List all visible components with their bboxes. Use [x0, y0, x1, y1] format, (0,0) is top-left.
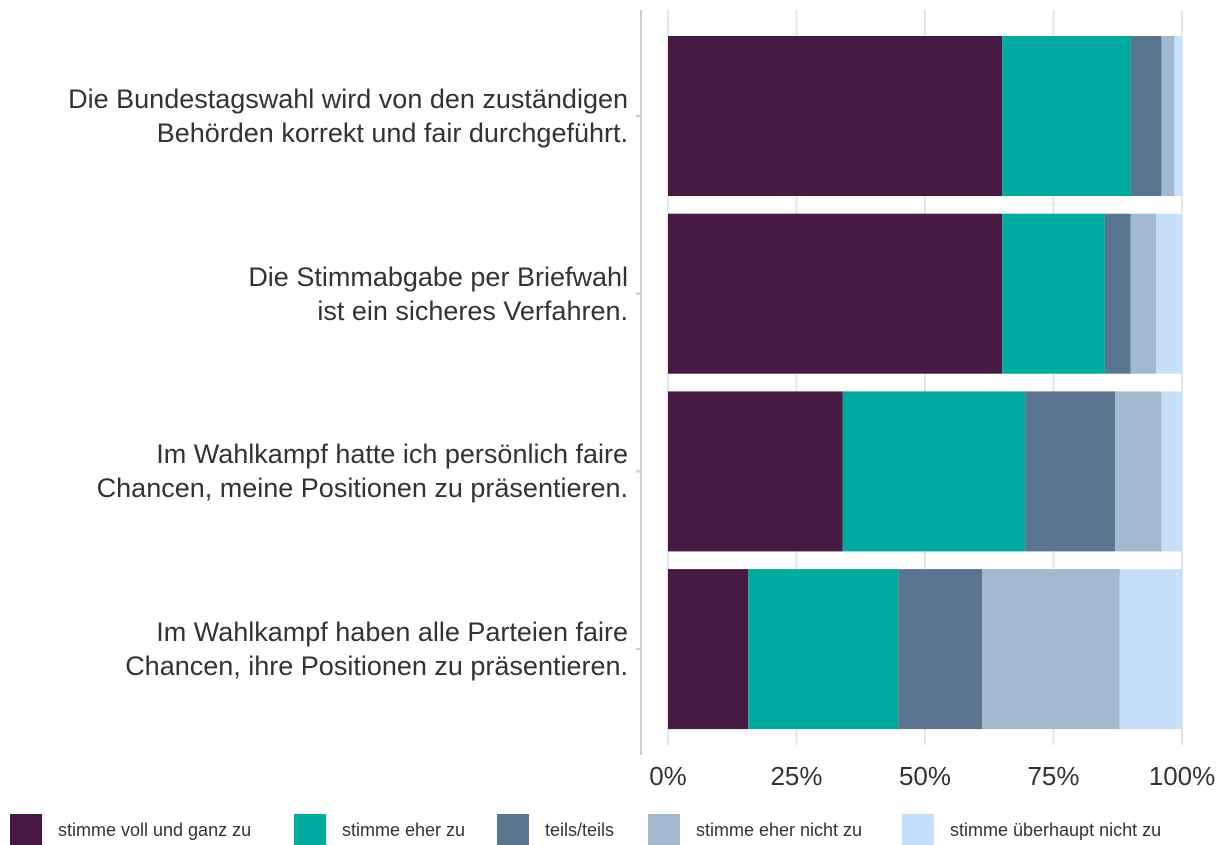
- bar-segment: [1161, 36, 1175, 196]
- x-tick-label: 0%: [649, 761, 687, 791]
- bar-segment: [1119, 569, 1182, 730]
- legend-swatch: [294, 814, 326, 845]
- bar-segment: [1104, 213, 1131, 374]
- bar-segment: [1130, 213, 1157, 374]
- legend-label: stimme voll und ganz zu: [58, 820, 251, 840]
- bar-segment: [842, 391, 1026, 552]
- legend-label: stimme eher zu: [342, 820, 465, 840]
- bar-segment: [1174, 36, 1182, 196]
- bar-segment: [898, 569, 983, 730]
- legend-label: stimme überhaupt nicht zu: [950, 820, 1161, 840]
- x-tick-label: 25%: [770, 761, 822, 791]
- category-label: Im Wahlkampf hatte ich persönlich faire …: [96, 439, 628, 504]
- category-label: Die Stimmabgabe per Briefwahl ist ein si…: [248, 261, 628, 326]
- category-label: Die Bundestagswahl wird von den zuständi…: [68, 84, 628, 148]
- legend-swatch: [497, 814, 529, 845]
- bar-segment: [1115, 391, 1162, 552]
- x-tick-label: 100%: [1149, 761, 1216, 791]
- bar-segment: [668, 36, 1003, 196]
- bar-segment: [1002, 213, 1105, 374]
- legend-label: stimme eher nicht zu: [696, 820, 862, 840]
- legend-label: teils/teils: [545, 820, 614, 840]
- x-tick-label: 75%: [1027, 761, 1079, 791]
- bar-segment: [1156, 213, 1182, 374]
- x-tick-label: 50%: [899, 761, 951, 791]
- bar-segment: [1161, 391, 1182, 552]
- bar-segment: [668, 391, 843, 552]
- bar-segment: [668, 213, 1003, 374]
- bar-segment: [1025, 391, 1116, 552]
- bar-segment: [1002, 36, 1131, 196]
- legend-swatch: [10, 814, 42, 845]
- legend-swatch: [902, 814, 934, 845]
- bar-segment: [982, 569, 1120, 730]
- category-label: Im Wahlkampf haben alle Parteien faire C…: [125, 617, 628, 682]
- legend-swatch: [648, 814, 680, 845]
- bar-segment: [748, 569, 899, 730]
- bar-segment: [1130, 36, 1162, 196]
- bar-segment: [668, 569, 749, 730]
